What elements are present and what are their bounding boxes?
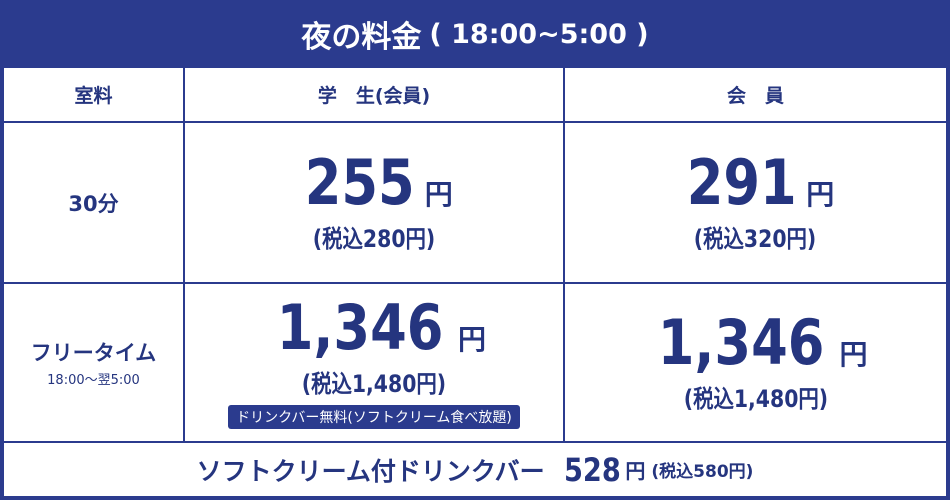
price: 1,346 — [276, 291, 444, 364]
hours: ( 18:00~5:00 ) — [429, 18, 649, 50]
divider — [183, 68, 185, 442]
column-header: 室料 — [74, 85, 113, 107]
tax-price: (税込280円) — [312, 225, 436, 253]
row-sublabel: 18:00〜翌5:00 — [47, 373, 140, 388]
footer-price: 528 — [563, 450, 621, 489]
unit: 円 — [458, 323, 487, 356]
tax-price: (税込1,480円) — [683, 385, 828, 413]
title: 夜の料金 — [301, 20, 422, 55]
price: 255 — [304, 146, 415, 219]
footer: ソフトクリーム付ドリンクバー 528 円 (税込580円) — [4, 443, 946, 496]
price-cell: 255 円 (税込280円) — [185, 123, 563, 282]
divider — [4, 282, 946, 284]
column-header: 学 生(会員) — [317, 85, 431, 107]
unit: 円 — [806, 178, 835, 211]
title-bar: 夜の料金 ( 18:00~5:00 ) — [0, 0, 950, 68]
note-badge: ドリンクバー無料(ソフトクリーム食べ放題) — [228, 405, 520, 429]
column-header: 会 員 — [726, 85, 784, 107]
price-cell: 291 円 (税込320円) — [565, 123, 946, 282]
footer-unit: 円 — [625, 459, 646, 483]
footer-tax: (税込580円) — [651, 462, 754, 482]
price-cell: 1,346 円 (税込1,480円) ドリンクバー無料(ソフトクリーム食べ放題) — [185, 284, 563, 441]
divider — [4, 441, 946, 443]
price-cell: 1,346 円 (税込1,480円) — [565, 284, 946, 441]
unit: 円 — [424, 178, 453, 211]
tax-price: (税込1,480円) — [301, 370, 447, 398]
row-label: 30分 — [68, 191, 119, 216]
divider — [563, 68, 565, 442]
unit: 円 — [839, 338, 868, 371]
tax-price: (税込320円) — [694, 225, 817, 253]
price: 1,346 — [658, 306, 825, 379]
price: 291 — [686, 146, 797, 219]
footer-label: ソフトクリーム付ドリンクバー — [196, 456, 545, 486]
row-label: フリータイム — [30, 341, 157, 365]
divider — [4, 121, 946, 123]
row-label-cell: フリータイム 18:00〜翌5:00 — [4, 284, 183, 441]
